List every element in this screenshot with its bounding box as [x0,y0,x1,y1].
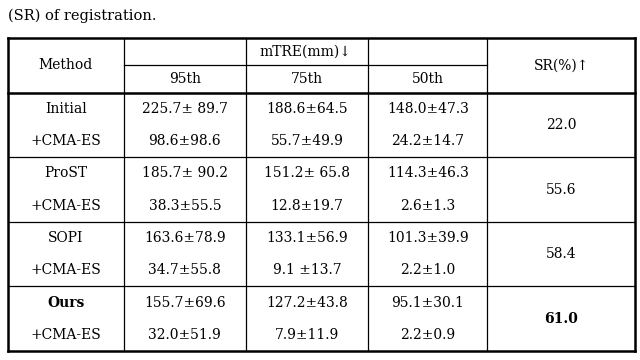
Text: 34.7±55.8: 34.7±55.8 [148,263,221,277]
Text: +CMA-ES: +CMA-ES [30,263,101,277]
Text: 225.7± 89.7: 225.7± 89.7 [142,102,228,116]
Text: 2.6±1.3: 2.6±1.3 [400,199,456,213]
Text: ProST: ProST [44,166,87,180]
Text: 38.3±55.5: 38.3±55.5 [148,199,221,213]
Text: 133.1±56.9: 133.1±56.9 [266,231,348,245]
Text: +CMA-ES: +CMA-ES [30,328,101,342]
Text: 188.6±64.5: 188.6±64.5 [266,102,348,116]
Text: +CMA-ES: +CMA-ES [30,134,101,148]
Text: 95.1±30.1: 95.1±30.1 [392,296,465,310]
Text: 55.6: 55.6 [546,183,577,197]
Text: (SR) of registration.: (SR) of registration. [8,9,156,23]
Text: 2.2±0.9: 2.2±0.9 [401,328,456,342]
Text: 185.7± 90.2: 185.7± 90.2 [142,166,228,180]
Text: 58.4: 58.4 [546,247,577,261]
Text: 61.0: 61.0 [544,312,578,326]
Text: Initial: Initial [45,102,86,116]
Text: 114.3±46.3: 114.3±46.3 [387,166,469,180]
Text: Ours: Ours [47,296,84,310]
Text: 12.8±19.7: 12.8±19.7 [271,199,344,213]
Text: 163.6±78.9: 163.6±78.9 [144,231,226,245]
Text: 9.1 ±13.7: 9.1 ±13.7 [273,263,342,277]
Text: 2.2±1.0: 2.2±1.0 [400,263,456,277]
Text: 95th: 95th [169,72,201,86]
Text: 7.9±11.9: 7.9±11.9 [275,328,339,342]
Text: 22.0: 22.0 [546,118,577,132]
Text: 24.2±14.7: 24.2±14.7 [391,134,465,148]
Text: 151.2± 65.8: 151.2± 65.8 [264,166,350,180]
Text: 50th: 50th [412,72,444,86]
Text: mTRE(mm)↓: mTRE(mm)↓ [260,45,351,59]
Text: 155.7±69.6: 155.7±69.6 [144,296,226,310]
Text: SOPI: SOPI [48,231,83,245]
Text: Method: Method [38,58,93,72]
Text: 55.7±49.9: 55.7±49.9 [271,134,344,148]
Text: +CMA-ES: +CMA-ES [30,199,101,213]
Text: 148.0±47.3: 148.0±47.3 [387,102,469,116]
Text: 101.3±39.9: 101.3±39.9 [387,231,468,245]
Text: 127.2±43.8: 127.2±43.8 [266,296,348,310]
Text: 32.0±51.9: 32.0±51.9 [148,328,221,342]
Text: 98.6±98.6: 98.6±98.6 [148,134,221,148]
Text: SR(%)↑: SR(%)↑ [534,58,589,72]
Text: 75th: 75th [291,72,323,86]
